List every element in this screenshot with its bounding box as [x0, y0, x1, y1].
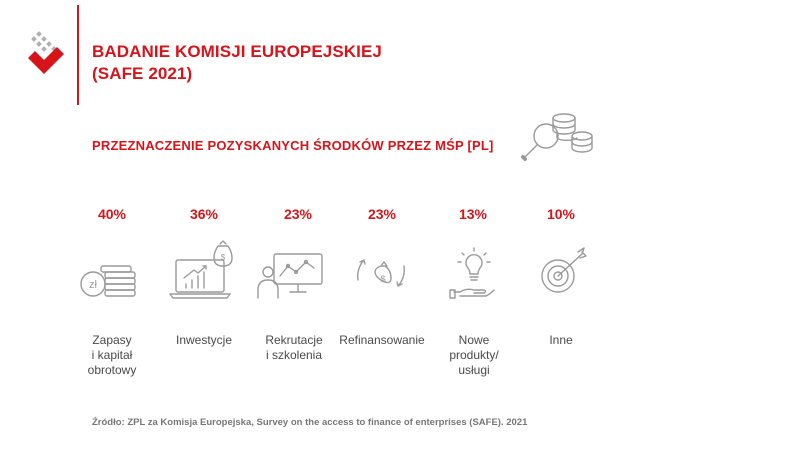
refinancing-cycle-icon: $	[357, 259, 405, 287]
chart-subtitle: PRZEZNACZENIE POZYSKANYCH ŚRODKÓW PRZEZ …	[92, 138, 494, 153]
svg-text:$: $	[221, 253, 226, 262]
header-divider	[77, 5, 79, 105]
value-label-nowe-produkty: 13%	[458, 206, 488, 222]
value-label-inwestycje: 36%	[189, 206, 219, 222]
recruitment-training-icon	[257, 253, 323, 299]
category-label-inwestycje: Inwestycje	[175, 333, 233, 347]
coins-magnifier-icon	[521, 113, 593, 161]
category-label-rekrutacje: Rekrutacje i szkolenia	[265, 333, 323, 362]
value-label-rekrutacje: 23%	[283, 206, 313, 222]
value-label-zapasy: 40%	[97, 206, 127, 222]
laptop-growth-icon: $	[169, 240, 233, 299]
svg-text:$: $	[380, 274, 385, 284]
category-label-nowe-produkty: Nowe produkty/ usługi	[449, 333, 499, 377]
coins-zloty-icon: zł	[80, 265, 136, 297]
category-label-zapasy: Zapasy i kapitał obrotowy	[87, 333, 137, 377]
source-note: Źródło: ZPL za Komisja Europejska, Surve…	[92, 417, 528, 428]
title-line-1: BADANIE KOMISJI EUROPEJSKIEJ	[92, 42, 382, 61]
target-icon	[541, 247, 587, 293]
value-label-refinansowanie: 23%	[367, 206, 397, 222]
value-label-inne: 10%	[546, 206, 576, 222]
page-title: BADANIE KOMISJI EUROPEJSKIEJ (SAFE 2021)	[92, 41, 382, 85]
title-line-2: (SAFE 2021)	[92, 64, 193, 83]
logo-icon	[28, 31, 64, 74]
svg-text:zł: zł	[89, 279, 98, 291]
category-label-refinansowanie: Refinansowanie	[339, 333, 425, 347]
lightbulb-hand-icon	[449, 247, 495, 299]
category-label-inne: Inne	[549, 333, 573, 347]
